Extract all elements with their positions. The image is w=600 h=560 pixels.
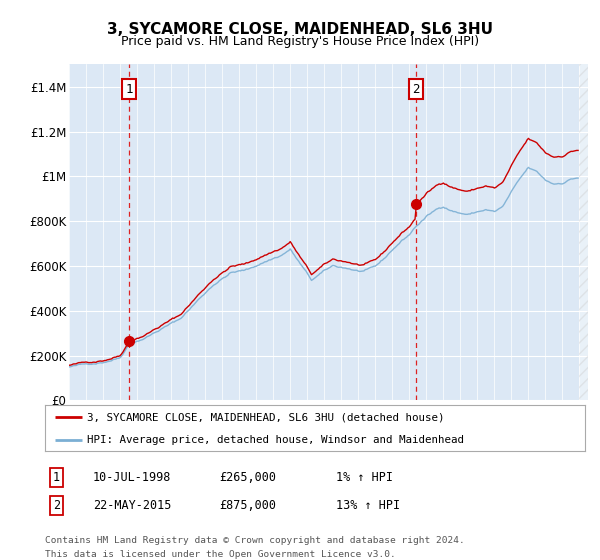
Text: 22-MAY-2015: 22-MAY-2015 [93, 498, 172, 512]
Text: 2: 2 [412, 82, 419, 96]
Text: £875,000: £875,000 [219, 498, 276, 512]
Text: 1% ↑ HPI: 1% ↑ HPI [336, 470, 393, 484]
Text: 3, SYCAMORE CLOSE, MAIDENHEAD, SL6 3HU (detached house): 3, SYCAMORE CLOSE, MAIDENHEAD, SL6 3HU (… [87, 412, 445, 422]
Text: 2: 2 [53, 498, 60, 512]
Text: 10-JUL-1998: 10-JUL-1998 [93, 470, 172, 484]
Text: £265,000: £265,000 [219, 470, 276, 484]
Text: This data is licensed under the Open Government Licence v3.0.: This data is licensed under the Open Gov… [45, 550, 396, 559]
Text: 3, SYCAMORE CLOSE, MAIDENHEAD, SL6 3HU: 3, SYCAMORE CLOSE, MAIDENHEAD, SL6 3HU [107, 22, 493, 38]
Text: Price paid vs. HM Land Registry's House Price Index (HPI): Price paid vs. HM Land Registry's House … [121, 35, 479, 48]
Text: 13% ↑ HPI: 13% ↑ HPI [336, 498, 400, 512]
Text: Contains HM Land Registry data © Crown copyright and database right 2024.: Contains HM Land Registry data © Crown c… [45, 536, 465, 545]
Text: 1: 1 [125, 82, 133, 96]
Text: 1: 1 [53, 470, 60, 484]
Text: HPI: Average price, detached house, Windsor and Maidenhead: HPI: Average price, detached house, Wind… [87, 435, 464, 445]
